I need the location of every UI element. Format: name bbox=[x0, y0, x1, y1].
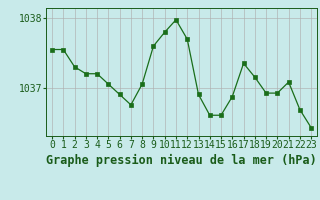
X-axis label: Graphe pression niveau de la mer (hPa): Graphe pression niveau de la mer (hPa) bbox=[46, 154, 317, 167]
